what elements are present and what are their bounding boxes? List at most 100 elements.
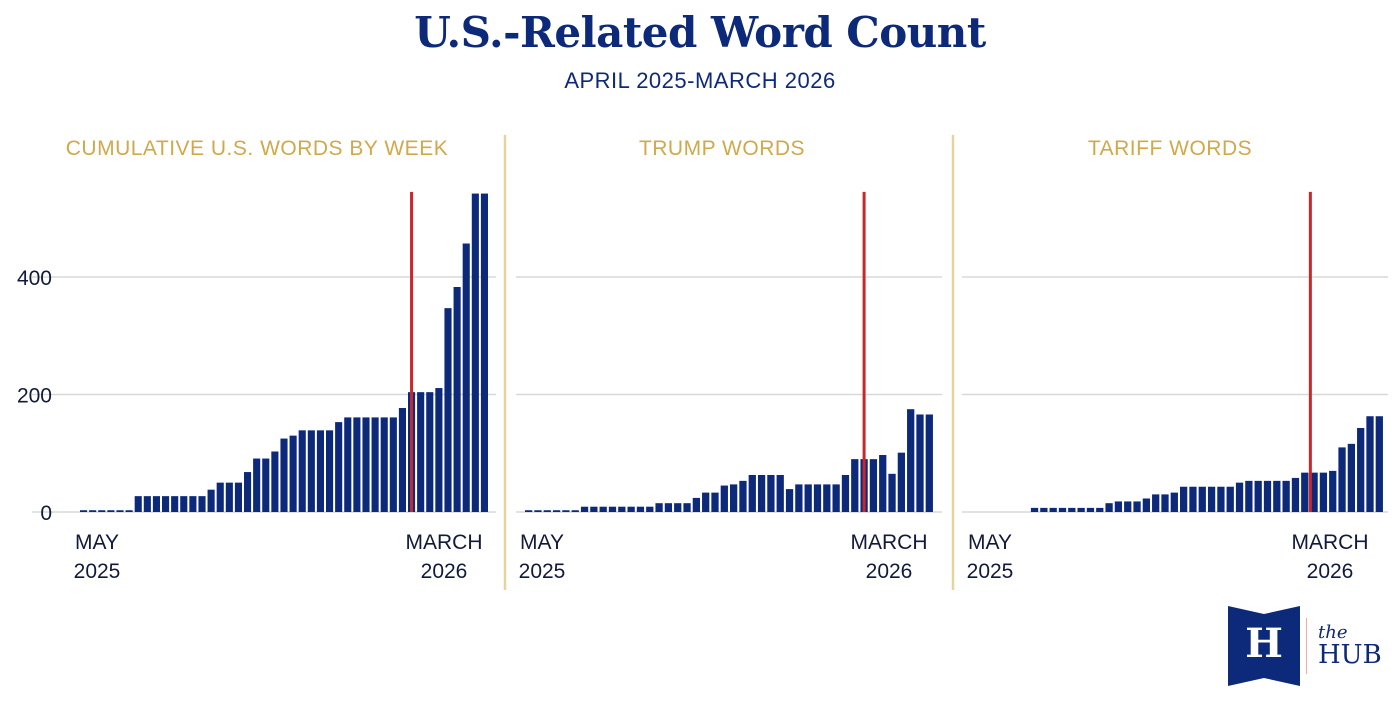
bar [98, 510, 106, 512]
bar [271, 451, 279, 512]
bar [851, 459, 859, 513]
bar [253, 458, 261, 512]
bar [1105, 503, 1113, 512]
bar [1347, 443, 1355, 512]
bar [116, 510, 124, 512]
bar [1114, 501, 1123, 513]
bar [371, 417, 379, 512]
bar [618, 506, 626, 512]
bar [748, 474, 756, 512]
bar [785, 489, 794, 512]
bar [767, 474, 775, 512]
x-tick-label-end-year: 2026 [1307, 560, 1354, 583]
bar [1096, 507, 1104, 512]
x-tick-label-start: MAY [75, 531, 119, 554]
bar [636, 506, 645, 512]
bar [720, 485, 728, 512]
hub-logo-icon: H [1228, 606, 1300, 686]
bar [444, 308, 452, 512]
bar [599, 506, 607, 512]
x-tick-label-end: MARCH [851, 531, 928, 554]
bar [1310, 472, 1318, 512]
bar [1161, 494, 1169, 513]
bar [1207, 486, 1216, 512]
bar [198, 496, 206, 512]
bar [795, 484, 803, 512]
bar [398, 408, 406, 512]
bar [426, 392, 434, 512]
bar [344, 417, 352, 512]
bar [1040, 507, 1048, 512]
bar [171, 496, 179, 512]
bar [298, 430, 306, 512]
y-tick-label: 0 [40, 502, 52, 525]
x-tick-label-end: MARCH [406, 531, 483, 554]
bar [1058, 507, 1067, 512]
bar [925, 414, 933, 513]
x-tick-label-start-year: 2025 [519, 560, 566, 583]
logo-the: the [1318, 622, 1348, 643]
bar [879, 455, 887, 512]
bar [525, 510, 533, 512]
bar [1180, 486, 1188, 512]
bar [692, 497, 700, 512]
bar [608, 506, 617, 512]
bar [462, 243, 470, 512]
bar [471, 193, 479, 512]
bar [417, 392, 425, 512]
panel-title: TARIFF WORDS [1088, 137, 1252, 160]
bar [757, 474, 766, 512]
bar [225, 482, 233, 513]
panel-title: TRUMP WORDS [639, 137, 805, 160]
bar [180, 496, 188, 512]
bar [646, 506, 654, 512]
panel-title: CUMULATIVE U.S. WORDS BY WEEK [66, 137, 448, 160]
bar [316, 430, 324, 512]
bar [702, 492, 710, 512]
bar [1198, 486, 1206, 512]
logo-divider [1306, 618, 1307, 674]
bar [1273, 480, 1281, 512]
x-tick-label-end: MARCH [1292, 531, 1369, 554]
x-tick-label-end-year: 2026 [866, 560, 913, 583]
bar [435, 388, 443, 512]
bar [143, 496, 151, 512]
bar [307, 430, 315, 512]
bar [1226, 486, 1234, 512]
x-tick-label-start-year: 2025 [74, 560, 121, 583]
bar [1291, 477, 1300, 513]
bar [907, 409, 915, 512]
bar [107, 510, 115, 512]
bar [823, 484, 831, 512]
bar [326, 430, 334, 512]
bar [1338, 447, 1346, 513]
bar [1170, 492, 1178, 512]
bar [804, 484, 812, 512]
bar [813, 484, 822, 512]
bar [1124, 501, 1132, 513]
bar [89, 510, 97, 512]
bar [683, 503, 691, 512]
bar [534, 510, 542, 512]
bar [1086, 507, 1095, 512]
bar [262, 458, 270, 512]
bar [1254, 480, 1262, 512]
bar [1133, 501, 1141, 513]
bar [1189, 486, 1197, 512]
bar [562, 510, 570, 512]
bar [1030, 507, 1039, 512]
x-tick-label-end-year: 2026 [421, 560, 468, 583]
bar [289, 435, 297, 513]
bar [480, 193, 488, 512]
bar [353, 417, 361, 512]
bar [1142, 498, 1150, 512]
bar [1301, 472, 1309, 512]
bar [1375, 416, 1383, 512]
bar [1329, 470, 1337, 513]
bar [389, 417, 397, 512]
bar [664, 503, 673, 512]
bar [216, 482, 224, 513]
bar [869, 459, 878, 513]
chart-subtitle: APRIL 2025-MARCH 2026 [564, 68, 836, 93]
